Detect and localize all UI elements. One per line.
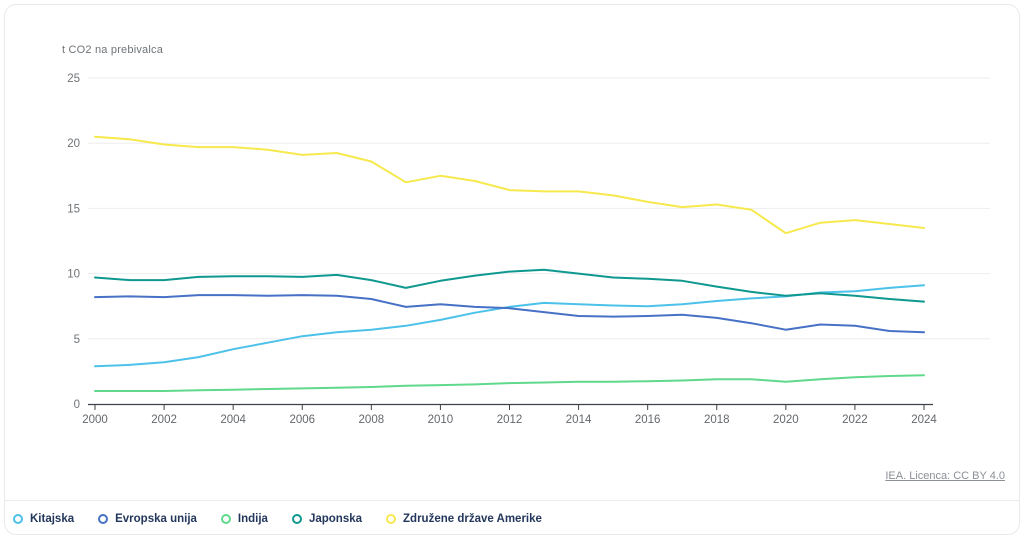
x-tick-label: 2008 <box>359 414 385 426</box>
series-line-japonska[interactable] <box>94 268 925 303</box>
y-tick-label: 20 <box>67 138 80 150</box>
legend-item-kitajska[interactable]: Kitajska <box>13 513 74 525</box>
x-tick-label: 2004 <box>220 414 246 426</box>
series-line-evropska-unija[interactable] <box>94 294 925 334</box>
legend-marker-icon <box>13 514 23 524</box>
legend-marker-icon <box>291 514 302 524</box>
legend-item-evropska-unija[interactable]: Evropska unija <box>98 513 197 525</box>
x-tick-label: 2010 <box>428 414 454 426</box>
y-tick-label: 0 <box>74 399 80 411</box>
y-tick-label: 5 <box>74 334 80 346</box>
legend-marker-icon <box>386 514 397 524</box>
x-tick-label: 2006 <box>289 414 315 426</box>
legend-marker-icon <box>98 514 109 524</box>
x-tick-label: 2018 <box>704 414 730 426</box>
x-tick-label: 2022 <box>842 414 868 426</box>
x-tick-label: 2024 <box>911 414 937 426</box>
series-line-indija[interactable] <box>94 374 925 392</box>
legend-label: Indija <box>237 513 268 525</box>
legend-label: Evropska unija <box>115 513 197 525</box>
y-tick-label: 10 <box>67 269 80 281</box>
x-tick-label: 2002 <box>151 414 177 426</box>
series-line-zdru-ene-dr-ave-amerike[interactable] <box>94 135 925 235</box>
x-tick-label: 2014 <box>566 414 592 426</box>
x-tick-label: 2000 <box>82 414 108 426</box>
legend-item-zdru-ene-dr-ave-amerike[interactable]: Združene države Amerike <box>386 513 542 525</box>
chart-card <box>4 4 1020 535</box>
y-tick-label: 15 <box>67 203 80 215</box>
series-line-kitajska[interactable] <box>94 284 925 368</box>
y-tick-label: 25 <box>67 73 80 85</box>
x-tick-label: 2020 <box>773 414 799 426</box>
legend-label: Japonska <box>308 513 363 525</box>
x-tick-label: 2016 <box>635 414 661 426</box>
legend: Kitajska Evropska unija Indija Japonska Zdru… <box>13 507 542 531</box>
legend-item-indija[interactable]: Indija <box>220 513 268 525</box>
legend-item-japonska[interactable]: Japonska <box>291 513 363 525</box>
legend-marker-icon <box>220 514 231 524</box>
legend-label: Združene države Amerike <box>403 513 542 525</box>
x-tick-label: 2012 <box>497 414 523 426</box>
y-axis-title: t CO2 na prebivalca <box>62 44 164 56</box>
attribution-link[interactable]: IEA. Licenca: CC BY 4.0 <box>885 470 1005 482</box>
legend-label: Kitajska <box>30 513 75 525</box>
legend-divider <box>5 500 1019 501</box>
